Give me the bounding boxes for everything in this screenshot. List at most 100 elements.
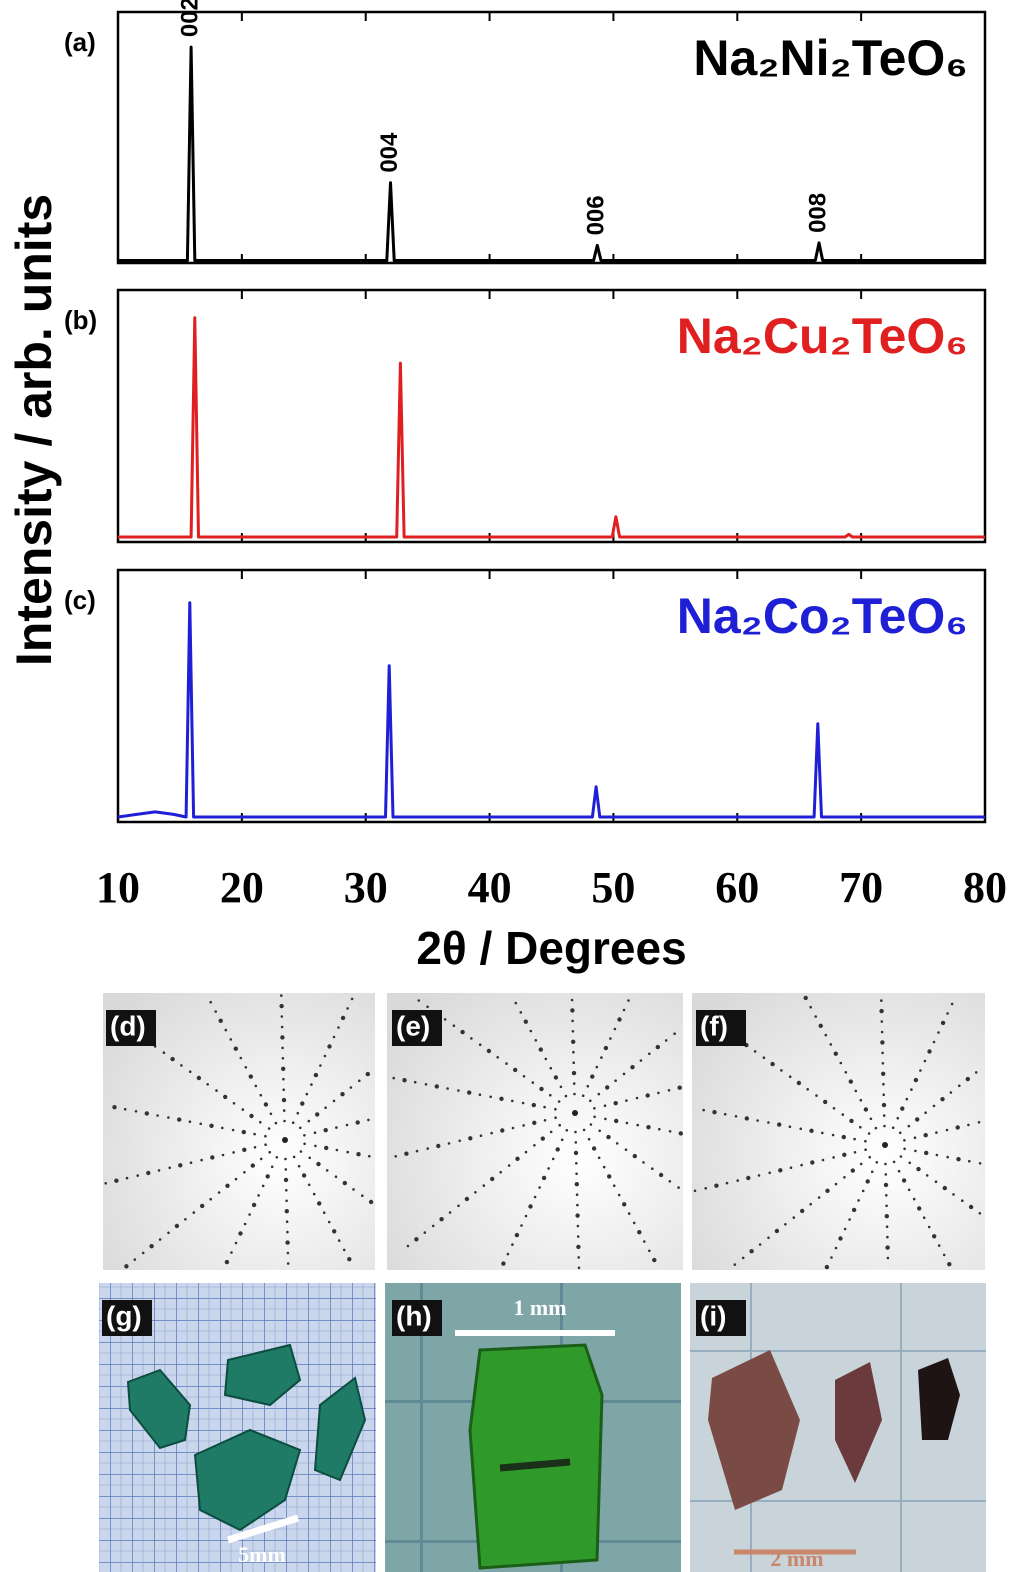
laue-spot bbox=[885, 1205, 888, 1208]
laue-spot bbox=[244, 1223, 247, 1226]
laue-spot bbox=[280, 994, 283, 997]
laue-spot bbox=[189, 1070, 192, 1073]
laue-spot bbox=[190, 1161, 193, 1164]
laue-spot bbox=[603, 1166, 606, 1169]
laue-spot bbox=[853, 1138, 856, 1141]
laue-spot bbox=[547, 1167, 550, 1170]
laue-spot bbox=[876, 1161, 879, 1164]
laue-spot bbox=[252, 1203, 256, 1207]
laue-spot bbox=[923, 1216, 926, 1219]
laue-spot bbox=[225, 1184, 229, 1188]
laue-spot bbox=[479, 1093, 482, 1096]
laue-spot bbox=[636, 1124, 639, 1127]
laue-spot bbox=[712, 1110, 716, 1114]
laue-spot bbox=[315, 1112, 319, 1116]
x-axis-label: 2θ / Degrees bbox=[416, 922, 686, 974]
laue-spot bbox=[319, 1064, 322, 1067]
laue-spot bbox=[605, 1085, 609, 1089]
laue-spot bbox=[969, 1205, 973, 1209]
laue-spot bbox=[852, 1208, 856, 1212]
laue-spot bbox=[404, 1152, 408, 1156]
laue-spot bbox=[209, 1001, 212, 1004]
laue-spot bbox=[285, 1168, 288, 1171]
laue-spot bbox=[560, 1086, 563, 1089]
laue-spot bbox=[525, 1215, 528, 1218]
laue-spot bbox=[303, 1143, 306, 1146]
image-label: (h) bbox=[396, 1300, 432, 1331]
laue-spot bbox=[958, 1085, 961, 1088]
laue-spot bbox=[630, 1065, 634, 1069]
laue-spot bbox=[913, 1198, 916, 1201]
laue-spot bbox=[470, 1037, 473, 1040]
panel-label: (b) bbox=[64, 305, 97, 335]
laue-spot bbox=[637, 1230, 641, 1234]
laue-spot bbox=[340, 1092, 344, 1096]
laue-spot bbox=[457, 1205, 460, 1208]
laue-spot bbox=[197, 1076, 201, 1080]
laue-spot bbox=[679, 1131, 683, 1135]
laue-spot bbox=[281, 1067, 285, 1071]
laue-spot bbox=[346, 1151, 349, 1154]
laue-spot bbox=[532, 1121, 536, 1125]
laue-spot bbox=[657, 1092, 660, 1095]
laue-spot bbox=[243, 1171, 246, 1174]
laue-spot bbox=[614, 1028, 617, 1031]
laue-spot bbox=[407, 1245, 410, 1248]
laue-spot bbox=[335, 1175, 338, 1178]
laue-spot bbox=[694, 1190, 697, 1193]
laue-spot bbox=[260, 1158, 263, 1161]
laue-spot bbox=[572, 1051, 575, 1054]
laue-spot bbox=[286, 1231, 289, 1234]
laue-spot bbox=[587, 1085, 590, 1088]
laue-spot bbox=[658, 1128, 661, 1131]
scale-bar-label: 5mm bbox=[238, 1542, 286, 1567]
laue-spot bbox=[659, 1173, 663, 1177]
laue-spot bbox=[435, 1084, 439, 1088]
laue-spot bbox=[114, 1179, 118, 1183]
laue-spot bbox=[414, 1081, 417, 1084]
laue-spot bbox=[520, 1011, 523, 1014]
laue-spot bbox=[952, 1193, 955, 1196]
scale-bar-label: 2 mm bbox=[770, 1546, 823, 1571]
laue-spot bbox=[573, 1093, 576, 1096]
laue-spot bbox=[286, 1220, 289, 1223]
image-label: (f) bbox=[700, 1010, 728, 1041]
laue-spot bbox=[561, 1139, 564, 1142]
laue-spot bbox=[574, 1151, 578, 1155]
laue-spot bbox=[532, 1103, 536, 1107]
laue-spot bbox=[642, 1161, 645, 1164]
laue-spot bbox=[262, 1185, 265, 1188]
laue-spot bbox=[622, 1202, 626, 1206]
laue-spot bbox=[941, 1021, 945, 1025]
laue-spot bbox=[326, 1169, 329, 1172]
laue-spot bbox=[859, 1126, 862, 1129]
laue-spot bbox=[882, 1083, 885, 1086]
laue-spot bbox=[457, 1089, 460, 1092]
laue-spot bbox=[883, 1125, 886, 1128]
crystal-h bbox=[470, 1345, 602, 1568]
laue-spot bbox=[368, 1155, 371, 1158]
laue-spot bbox=[885, 1245, 889, 1249]
laue-spot bbox=[554, 1116, 557, 1119]
laue-spot bbox=[883, 1114, 886, 1117]
laue-spot bbox=[908, 1189, 911, 1192]
laue-spot bbox=[515, 1233, 519, 1237]
laue-spot bbox=[292, 1121, 295, 1124]
laue-spot bbox=[104, 1182, 107, 1185]
laue-spot bbox=[283, 1120, 286, 1123]
laue-spot bbox=[490, 1177, 494, 1181]
laue-spot bbox=[800, 1209, 804, 1213]
laue-spot bbox=[251, 1163, 255, 1167]
laue-spot bbox=[178, 1163, 182, 1167]
laue-spot bbox=[299, 1127, 302, 1130]
laue-spot bbox=[814, 1015, 817, 1018]
laue-spot bbox=[522, 1124, 525, 1127]
laue-spot bbox=[937, 1031, 940, 1034]
laue-spot bbox=[914, 1136, 917, 1139]
laue-spot bbox=[572, 1071, 576, 1075]
laue-spot bbox=[617, 1017, 621, 1021]
laue-spot bbox=[285, 1189, 288, 1192]
laue-spot bbox=[549, 1094, 552, 1097]
laue-spot bbox=[625, 1148, 628, 1151]
laue-spot bbox=[900, 1155, 903, 1158]
